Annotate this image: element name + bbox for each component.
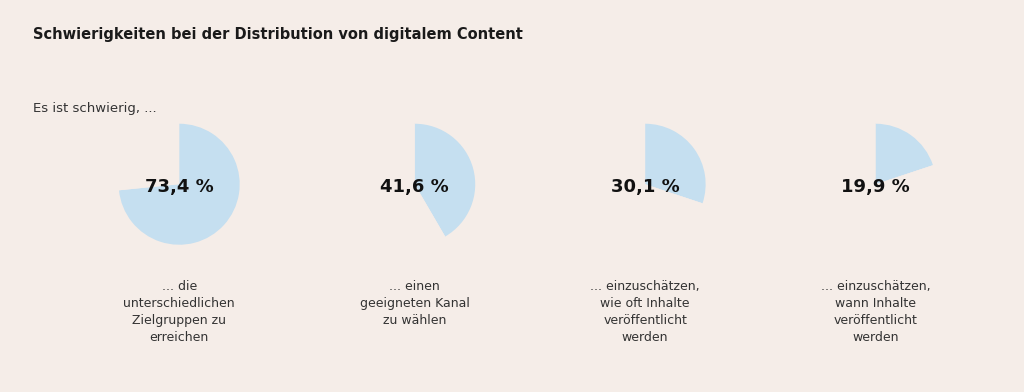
Wedge shape — [876, 124, 933, 184]
Text: 73,4 %: 73,4 % — [144, 178, 214, 196]
Wedge shape — [354, 124, 445, 245]
Text: 19,9 %: 19,9 % — [841, 178, 910, 196]
Wedge shape — [815, 124, 936, 245]
Wedge shape — [119, 124, 240, 245]
Wedge shape — [585, 124, 702, 245]
Text: Schwierigkeiten bei der Distribution von digitalem Content: Schwierigkeiten bei der Distribution von… — [33, 27, 522, 42]
Text: ... die
unterschiedlichen
Zielgruppen zu
erreichen: ... die unterschiedlichen Zielgruppen zu… — [123, 280, 236, 344]
Wedge shape — [645, 124, 706, 203]
Text: ... einzuschätzen,
wann Inhalte
veröffentlicht
werden: ... einzuschätzen, wann Inhalte veröffen… — [820, 280, 931, 344]
Text: ... einzuschätzen,
wie oft Inhalte
veröffentlicht
werden: ... einzuschätzen, wie oft Inhalte veröf… — [590, 280, 700, 344]
Text: 30,1 %: 30,1 % — [610, 178, 680, 196]
Text: Es ist schwierig, ...: Es ist schwierig, ... — [33, 102, 157, 115]
Wedge shape — [119, 124, 179, 190]
Text: ... einen
geeigneten Kanal
zu wählen: ... einen geeigneten Kanal zu wählen — [359, 280, 470, 327]
Wedge shape — [415, 124, 475, 236]
Text: 41,6 %: 41,6 % — [380, 178, 450, 196]
